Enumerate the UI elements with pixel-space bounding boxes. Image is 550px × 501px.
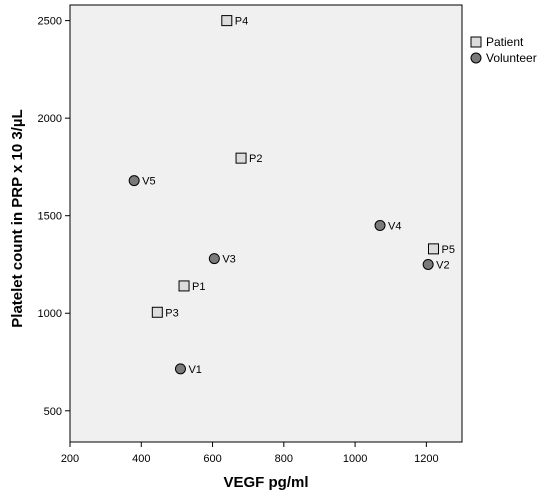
data-point-v3	[208, 253, 220, 265]
data-point-p5	[427, 243, 439, 255]
y-tick-label: 1000	[38, 308, 62, 320]
data-label-p1: P1	[192, 281, 205, 293]
data-label-p2: P2	[249, 153, 262, 165]
data-point-p3	[151, 306, 163, 318]
y-tick-label: 1500	[38, 211, 62, 223]
data-label-v4: V4	[388, 220, 401, 232]
legend-marker-patient	[470, 36, 482, 48]
y-tick-label: 2500	[38, 16, 62, 28]
data-point-v4	[374, 219, 386, 231]
data-point-p2	[235, 152, 247, 164]
data-label-v5: V5	[142, 176, 155, 188]
y-tick-label: 500	[44, 406, 62, 418]
data-point-p1	[178, 280, 190, 292]
data-label-p5: P5	[441, 244, 454, 256]
data-label-p3: P3	[165, 307, 178, 319]
data-point-p4	[221, 15, 233, 27]
x-tick-label: 200	[61, 453, 79, 465]
x-tick-label: 800	[275, 453, 293, 465]
y-tick-label: 2000	[38, 113, 62, 125]
data-label-v2: V2	[436, 259, 449, 271]
data-point-v1	[174, 363, 186, 375]
legend-label-volunteer: Volunteer	[486, 51, 537, 65]
data-label-v1: V1	[188, 364, 201, 376]
data-point-v2	[422, 258, 434, 270]
x-axis-title: VEGF pg/ml	[223, 474, 308, 491]
legend-marker-volunteer	[470, 52, 482, 64]
data-point-v5	[128, 175, 140, 187]
x-tick-label: 400	[132, 453, 150, 465]
x-tick-label: 1200	[414, 453, 438, 465]
x-tick-label: 600	[203, 453, 221, 465]
data-label-p4: P4	[235, 16, 248, 28]
plot-area	[69, 4, 463, 443]
legend-label-patient: Patient	[486, 35, 524, 49]
y-axis-title: Platelet count in PRP x 10 3/µL	[9, 109, 26, 327]
data-label-v3: V3	[222, 254, 235, 266]
x-tick-label: 1000	[343, 453, 367, 465]
